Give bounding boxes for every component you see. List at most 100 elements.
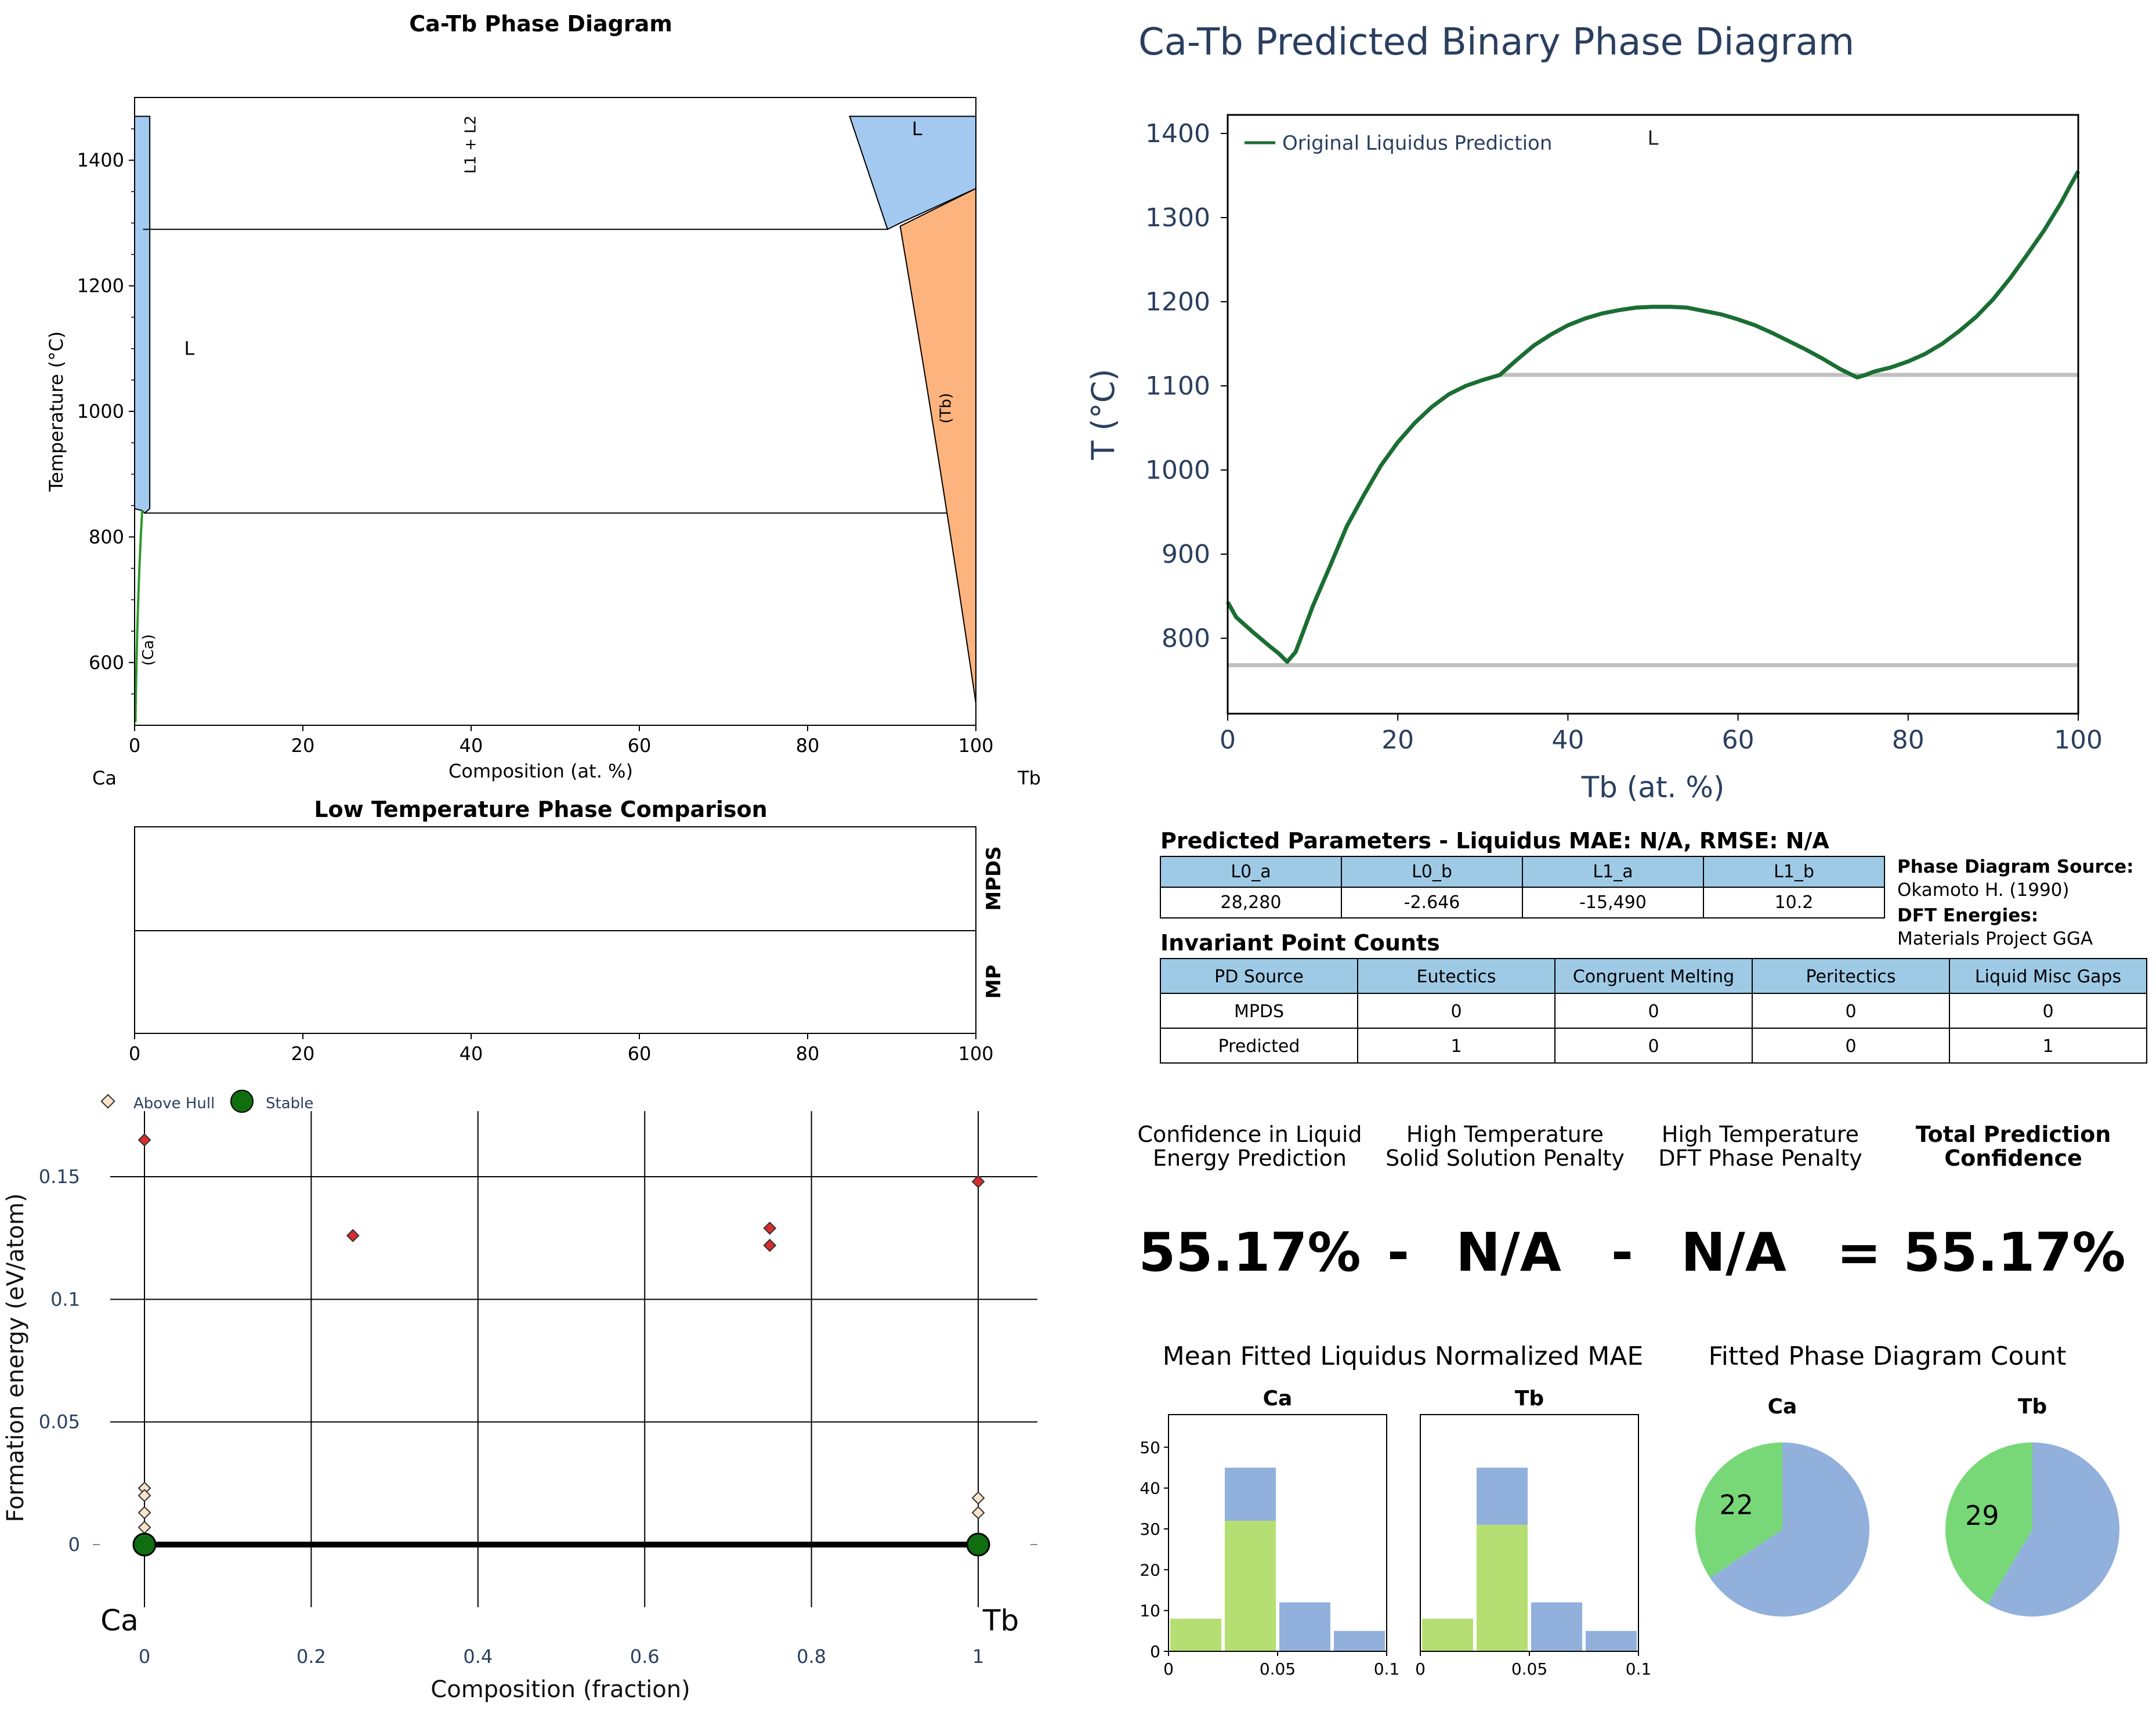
invariant-cell-text: 0 bbox=[1648, 1001, 1659, 1022]
predicted-diagram-legend: Original Liquidus Prediction bbox=[1245, 132, 1552, 155]
invariant-header-text: Liquid Misc Gaps bbox=[1975, 967, 2121, 987]
x-tick-label: 100 bbox=[2054, 725, 2103, 755]
above-hull-point bbox=[138, 1489, 151, 1502]
predicted-diagram-panel: Ca-Tb Predicted Binary Phase Diagram L 0 2… bbox=[1085, 21, 2103, 804]
invariants-section: Invariant Point Counts PD Source Eutectic… bbox=[1160, 930, 2147, 1064]
conf-solid-label-1: High Temperature bbox=[1406, 1122, 1604, 1147]
legend-stable-marker bbox=[230, 1090, 254, 1113]
x-tick-label: 0.1 bbox=[1626, 1659, 1652, 1679]
invariant-header-cell bbox=[1554, 958, 1753, 994]
y-tick-label: 0 bbox=[68, 1534, 80, 1556]
histogram-bar bbox=[1170, 1618, 1221, 1651]
invariant-header-text: Congruent Melting bbox=[1573, 967, 1734, 987]
x-tick-label: 80 bbox=[1892, 725, 1925, 755]
predicted-diagram-title: Ca-Tb Predicted Binary Phase Diagram bbox=[1138, 21, 1854, 64]
pie-slice-label: 22 bbox=[1719, 1489, 1753, 1521]
pie-slice bbox=[1710, 1442, 1870, 1617]
above-hull-point bbox=[346, 1229, 360, 1242]
above-hull-point bbox=[971, 1175, 985, 1188]
x-tick-label: 100 bbox=[958, 735, 993, 757]
param-cell bbox=[1341, 887, 1523, 919]
x-tick-label: 0.1 bbox=[1374, 1659, 1400, 1679]
pie-section: Fitted Phase Diagram Count Ca 22 Tb 29 bbox=[1695, 1341, 2120, 1617]
pie-title: Tb bbox=[2018, 1395, 2047, 1419]
source-notes: Phase Diagram Source: Okamoto H. (1990) … bbox=[1897, 856, 2134, 949]
invariant-cell bbox=[1949, 1028, 2147, 1064]
y-tick-label: 0.15 bbox=[39, 1166, 80, 1188]
low-temp-comparison-panel: Low Temperature Phase Comparison MPDS MP… bbox=[129, 797, 1005, 1065]
conf-minus-1: - bbox=[1387, 1221, 1409, 1283]
pie-section-title: Fitted Phase Diagram Count bbox=[1709, 1341, 2067, 1371]
param-header-text: L1_b bbox=[1774, 862, 1814, 882]
y-tick-label: 1300 bbox=[1145, 203, 1210, 233]
conf-total-label-1: Total Prediction bbox=[1916, 1122, 2111, 1147]
above-hull-point bbox=[763, 1238, 777, 1252]
parameters-section: Predicted Parameters - Liquidus MAE: N/A… bbox=[1160, 828, 1885, 919]
phase-diagram-title: Ca-Tb Phase Diagram bbox=[409, 11, 672, 37]
invariant-header-text: Eutectics bbox=[1417, 967, 1496, 987]
above-hull-point bbox=[763, 1221, 777, 1235]
y-tick-label: 900 bbox=[1162, 540, 1210, 569]
histogram-bar bbox=[1422, 1618, 1473, 1651]
y-tick-label: 800 bbox=[89, 526, 124, 548]
histogram-section: Mean Fitted Liquidus Normalized MAE Ca0 0… bbox=[1140, 1341, 1651, 1679]
y-tick-label: 1200 bbox=[77, 275, 124, 297]
y-tick-label: 1200 bbox=[1145, 287, 1210, 317]
x-tick-label: 0 bbox=[129, 735, 140, 757]
x-tick-label: 40 bbox=[1551, 725, 1584, 755]
ca-liquid-region bbox=[134, 115, 151, 514]
pd-source-label: Phase Diagram Source: bbox=[1897, 856, 2134, 877]
region-label-liquid: L bbox=[1648, 126, 1659, 150]
conf-liquid-label-2: Energy Prediction bbox=[1153, 1145, 1347, 1171]
x-tick-label: 0.2 bbox=[296, 1646, 326, 1668]
invariant-header-text: Peritectics bbox=[1806, 967, 1895, 987]
x-tick-label: 0.4 bbox=[463, 1646, 493, 1668]
param-header-cell bbox=[1160, 856, 1342, 888]
y-tick-label: 10 bbox=[1140, 1601, 1160, 1621]
invariant-cell-text: MPDS bbox=[1234, 1001, 1284, 1022]
predicted-diagram-ylabel: T (°C) bbox=[1085, 369, 1122, 461]
x-tick-label: 0.6 bbox=[630, 1646, 660, 1668]
hull-legend: Above Hull Stable bbox=[100, 1090, 313, 1113]
above-hull-point bbox=[138, 1133, 151, 1147]
x-tick-label: 0 bbox=[129, 1043, 140, 1065]
y-tick-label: 30 bbox=[1140, 1520, 1160, 1539]
invariant-header-cell bbox=[1160, 958, 1358, 994]
invariant-header-text: PD Source bbox=[1214, 967, 1304, 987]
y-tick-label: 800 bbox=[1162, 624, 1210, 653]
param-cell bbox=[1160, 887, 1342, 919]
invariant-cell-text: 1 bbox=[1450, 1036, 1462, 1057]
above-hull-point bbox=[971, 1491, 985, 1505]
x-tick-label: 20 bbox=[291, 735, 315, 757]
histogram-bar bbox=[1279, 1602, 1330, 1651]
ca-solid-solution-boundary bbox=[134, 510, 144, 722]
hull-xlabel: Composition (fraction) bbox=[431, 1676, 690, 1703]
stable-point bbox=[966, 1532, 990, 1557]
y-tick-label: 1100 bbox=[1145, 371, 1210, 401]
predicted-diagram-frame bbox=[1227, 114, 2079, 715]
legend-above-hull-marker bbox=[100, 1094, 115, 1109]
x-tick-label: 0 bbox=[1415, 1659, 1426, 1679]
x-tick-label: 60 bbox=[1722, 725, 1755, 755]
legend-stable-label: Stable bbox=[266, 1095, 313, 1112]
histogram-bar bbox=[1477, 1524, 1528, 1651]
dft-source-value: Materials Project GGA bbox=[1897, 928, 2093, 949]
predicted-diagram-xlabel: Tb (at. %) bbox=[1581, 771, 1725, 804]
invariant-cell-text: 0 bbox=[1845, 1036, 1856, 1057]
pie-slice bbox=[1945, 1442, 2032, 1604]
y-tick-label: 1000 bbox=[77, 400, 124, 422]
invariant-cell bbox=[1554, 1028, 1753, 1064]
confidence-section: Confidence in Liquid Energy Prediction H… bbox=[1137, 1122, 2125, 1283]
row-label-mpds: MPDS bbox=[982, 846, 1005, 910]
param-cell bbox=[1703, 887, 1885, 919]
y-tick-label: 20 bbox=[1140, 1560, 1160, 1579]
invariant-cell bbox=[1949, 993, 2147, 1029]
x-tick-label: 40 bbox=[460, 1043, 483, 1065]
invariant-cell bbox=[1357, 993, 1555, 1029]
hull-right-element: Tb bbox=[982, 1604, 1019, 1637]
x-tick-label: 0.05 bbox=[1260, 1659, 1296, 1679]
pie-title: Ca bbox=[1768, 1395, 1797, 1419]
conf-liquid-value: 55.17% bbox=[1138, 1221, 1361, 1283]
dft-source-label: DFT Energies: bbox=[1897, 905, 2038, 926]
param-header-text: L0_a bbox=[1231, 862, 1271, 882]
